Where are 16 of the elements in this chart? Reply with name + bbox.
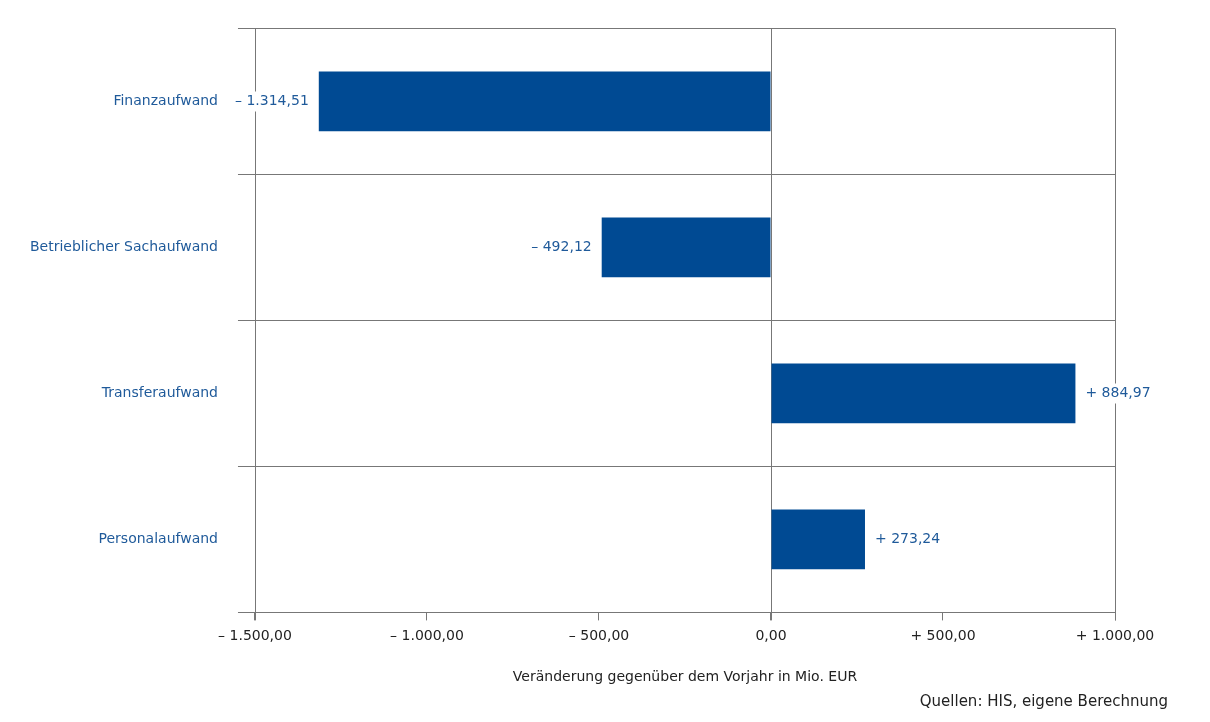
y-tick-label: Transferaufwand xyxy=(100,384,218,401)
source-note: Quellen: HIS, eigene Berechnung xyxy=(919,692,1168,710)
x-tick-label: + 1.000,00 xyxy=(1075,627,1155,644)
x-axis-title: Veränderung gegenüber dem Vorjahr in Mio. EUR xyxy=(512,668,858,685)
x-tick-label: – 1.500,00 xyxy=(218,627,292,644)
data-label: – 492,12 xyxy=(531,238,592,255)
data-label: + 884,97 xyxy=(1085,384,1151,401)
y-tick-label: Personalaufwand xyxy=(98,530,218,547)
x-tick-label: – 500,00 xyxy=(568,627,630,644)
data-label: + 273,24 xyxy=(874,530,941,547)
x-tick-label: 0,00 xyxy=(755,627,787,644)
x-tick-label: + 500,00 xyxy=(910,627,976,644)
y-tick-label: Finanzaufwand xyxy=(113,92,218,109)
data-label: – 1.314,51 xyxy=(235,92,309,109)
y-tick-label: Betrieblicher Sachaufwand xyxy=(30,238,218,255)
x-tick-label: – 1.000,00 xyxy=(390,627,464,644)
